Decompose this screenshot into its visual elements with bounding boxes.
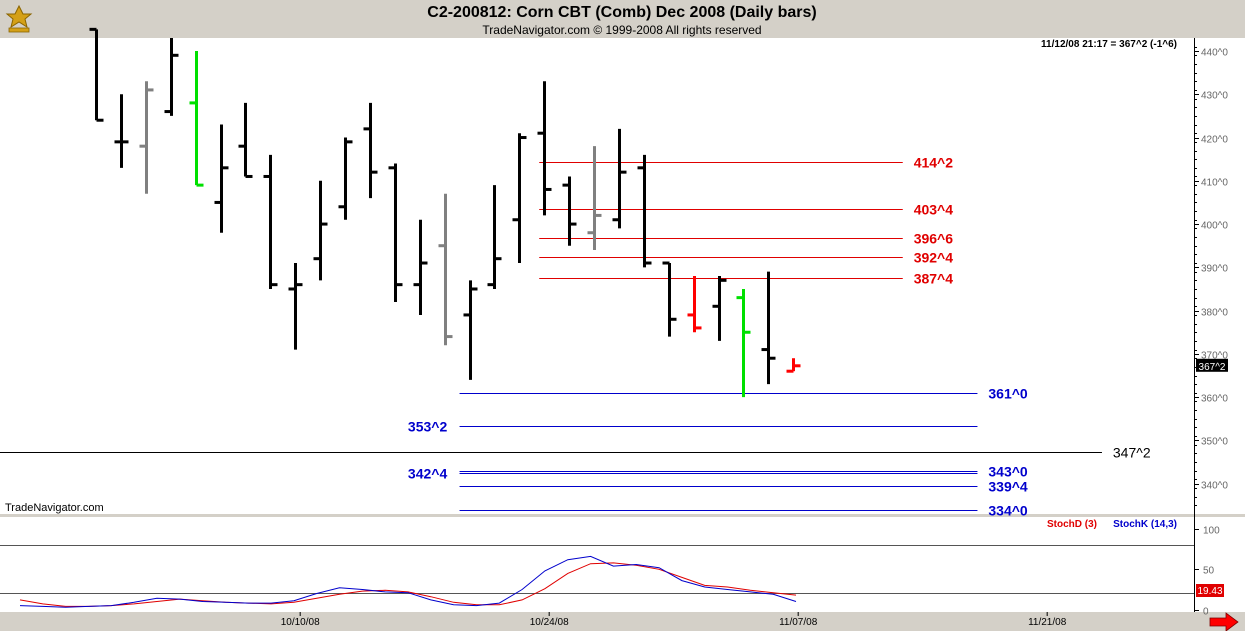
- level-label: 396^6: [914, 231, 954, 247]
- price-tick-label: 440^0: [1201, 48, 1228, 59]
- ohlc-bar: [263, 154, 278, 289]
- title-band: [0, 0, 1245, 38]
- level-label: 392^4: [914, 250, 954, 266]
- price-tick-label: 360^0: [1201, 394, 1228, 405]
- ohlc-bar: [687, 276, 702, 333]
- stoch-series: [19, 555, 797, 608]
- ohlc-bar: [89, 27, 104, 122]
- stoch-tick-label: 0: [1203, 607, 1209, 618]
- pane-separator: [0, 514, 1245, 517]
- stoch-reference-lines: [0, 545, 1194, 594]
- price-pane: [0, 38, 1194, 514]
- stoch-value-box: [1196, 584, 1224, 597]
- horizontal-levels: 414^2 403^4 396^6 392^4 387^4 361^0 353^2 347^2…: [0, 155, 1151, 519]
- ohlc-bar: [288, 263, 303, 350]
- last-price-marker: 367^2: [1196, 358, 1228, 373]
- ohlc-bar: [238, 102, 253, 178]
- ohlc-bar: [736, 288, 751, 398]
- date-label: 10/10/08: [281, 617, 320, 628]
- date-axis: 10/10/08 10/24/08 11/07/08 11/21/08: [281, 612, 1067, 628]
- stoch-line: [19, 555, 797, 608]
- level-label: 387^4: [914, 271, 954, 287]
- last-price-label: 367^2: [1199, 362, 1226, 373]
- stoch-pane: [0, 517, 1194, 612]
- ohlc-bar: [114, 94, 129, 168]
- ohlc-bar: [761, 271, 776, 385]
- ohlc-bar: [313, 180, 328, 281]
- ohlc-bar: [363, 102, 378, 199]
- copyright-subtitle: TradeNavigator.com © 1999-2008 All right…: [482, 23, 761, 37]
- ohlc-bar: [587, 146, 602, 251]
- level-label: 414^2: [914, 155, 954, 171]
- watermark: TradeNavigator.com: [5, 502, 104, 514]
- price-tick-label: 420^0: [1201, 135, 1228, 146]
- level-label: 334^0: [988, 503, 1028, 519]
- scroll-right-arrow-icon[interactable]: [1209, 612, 1239, 631]
- date-label: 10/24/08: [530, 617, 569, 628]
- ohlc-bar: [637, 154, 652, 268]
- level-label: 353^2: [408, 419, 448, 435]
- ohlc-bar: [487, 185, 502, 289]
- ohlc-bar: [189, 50, 204, 187]
- price-tick-label: 400^0: [1201, 221, 1228, 232]
- date-axis-band: [0, 612, 1245, 631]
- ohlc-bar: [214, 124, 229, 233]
- date-label: 11/07/08: [779, 617, 818, 628]
- legend-stochd: StochD (3): [1047, 519, 1097, 530]
- level-label: 343^0: [988, 464, 1028, 480]
- price-axis-pane: [1194, 38, 1245, 514]
- last-price-box: [1196, 358, 1228, 372]
- ohlc-bar: [562, 176, 577, 246]
- stoch-value-marker: 19.43: [1196, 584, 1224, 597]
- ohlc-bar: [537, 81, 552, 216]
- price-tick-label: 380^0: [1201, 308, 1228, 319]
- price-tick-label: 390^0: [1201, 264, 1228, 275]
- trade-navigator-logo-icon: [4, 4, 34, 34]
- price-bars: [89, 27, 801, 398]
- price-axis: 340^0 350^0 360^0 370^0 380^0 390^0 400^0 410^0…: [1194, 47, 1228, 506]
- ohlc-bar: [512, 133, 527, 264]
- stoch-axis: 0 50 100: [1194, 526, 1220, 618]
- ohlc-bar: [463, 280, 478, 380]
- price-tick-label: 410^0: [1201, 178, 1228, 189]
- stoch-tick-label: 100: [1203, 526, 1220, 537]
- stoch-value-label: 19.43: [1197, 586, 1222, 597]
- timestamp-readout: 11/12/08 21:17 = 367^2 (-1^6): [1041, 39, 1177, 50]
- ohlc-bar: [164, 38, 179, 116]
- chart-title: C2-200812: Corn CBT (Comb) Dec 2008 (Dai…: [427, 4, 816, 21]
- ohlc-bar: [413, 219, 428, 315]
- ohlc-bar: [662, 261, 677, 337]
- price-tick-label: 370^0: [1201, 351, 1228, 362]
- stoch-tick-label: 50: [1203, 566, 1215, 577]
- ohlc-bar: [786, 358, 801, 373]
- level-label: 361^0: [988, 386, 1028, 402]
- level-label: 347^2: [1113, 445, 1151, 461]
- level-label: 339^4: [988, 479, 1028, 495]
- price-tick-label: 340^0: [1201, 481, 1228, 492]
- level-label: 342^4: [408, 466, 448, 482]
- legend-stochk: StochK (14,3): [1113, 519, 1177, 530]
- price-tick-label: 430^0: [1201, 91, 1228, 102]
- level-label: 403^4: [914, 202, 954, 218]
- ohlc-bar: [438, 193, 453, 346]
- ohlc-bar: [712, 276, 727, 341]
- price-tick-label: 350^0: [1201, 437, 1228, 448]
- ohlc-bar: [612, 128, 627, 229]
- ohlc-bar: [338, 137, 353, 220]
- ohlc-bar: [139, 81, 154, 194]
- ohlc-bar: [388, 163, 403, 302]
- date-label: 11/21/08: [1028, 617, 1067, 628]
